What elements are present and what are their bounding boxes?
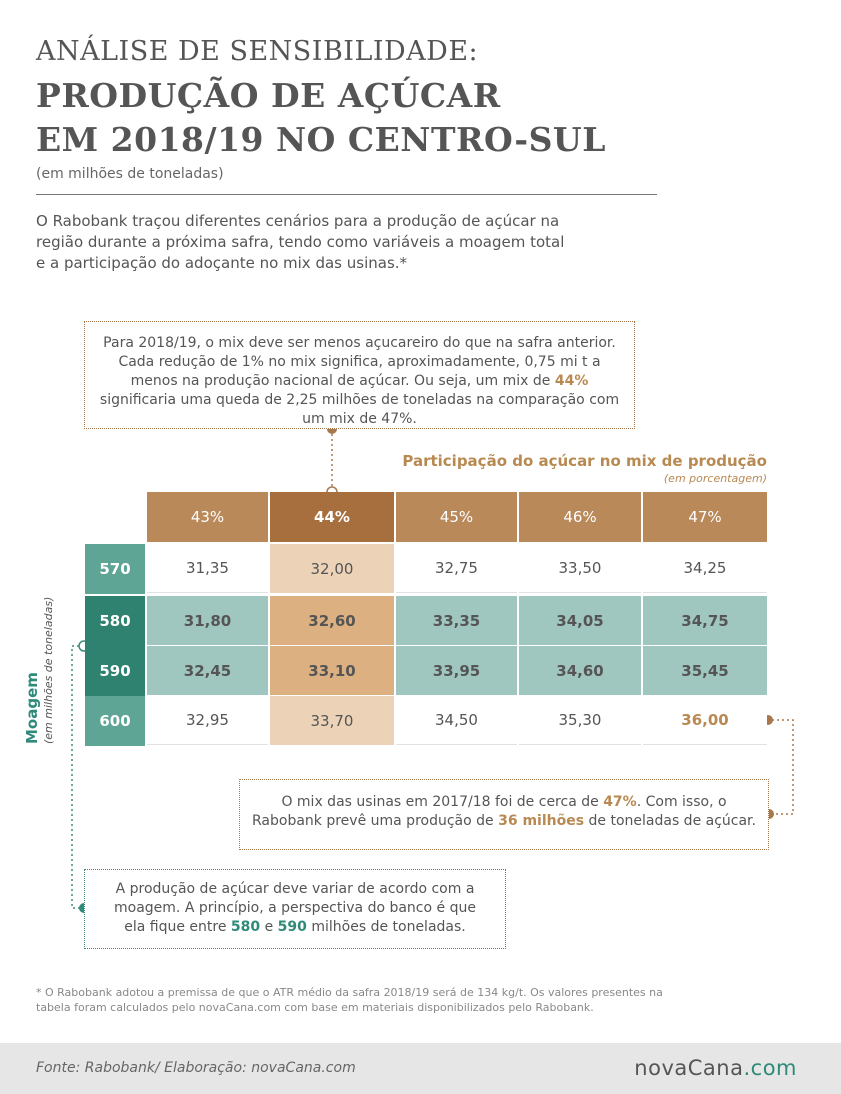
table-cell: 31,35 xyxy=(147,544,268,593)
moagem-callout-text-1: A produção de açúcar deve variar de acor… xyxy=(114,881,476,935)
mix-callout-text-2: significaria uma queda de 2,25 milhões d… xyxy=(99,392,620,427)
table-cell: 32,00 xyxy=(270,544,394,593)
moagem-callout-highlight-2: 590 xyxy=(277,919,307,935)
moagem-callout: A produção de açúcar deve variar de acor… xyxy=(84,869,506,949)
column-header-47pct: 47% xyxy=(643,492,767,542)
title-line-2: PRODUÇÃO DE AÇÚCAR xyxy=(36,76,501,115)
table-cell: 33,35 xyxy=(396,596,517,645)
row-header-580: 580 xyxy=(85,596,145,646)
row-axis-title: Moagem xyxy=(23,672,41,744)
table-cell: 34,25 xyxy=(643,544,767,593)
novacana-logo[interactable]: novaCana.com xyxy=(634,1056,797,1080)
mix-callout-text-1: Para 2018/19, o mix deve ser menos açuca… xyxy=(103,335,616,389)
title-line-3: EM 2018/19 NO CENTRO-SUL xyxy=(36,120,606,159)
table-cell: 31,80 xyxy=(147,596,268,645)
table-cell: 32,95 xyxy=(147,696,268,745)
column-axis-title: Participação do açúcar no mix de produçã… xyxy=(402,452,767,470)
table-cell: 33,70 xyxy=(270,696,394,745)
table-cell: 34,05 xyxy=(519,596,641,645)
table-cell: 34,60 xyxy=(519,646,641,695)
column-header-46pct: 46% xyxy=(519,492,641,542)
column-header-43pct: 43% xyxy=(147,492,268,542)
logo-main: novaCana xyxy=(634,1056,744,1080)
title-line-1: ANÁLISE DE SENSIBILIDADE: xyxy=(36,36,479,67)
table-cell: 36,00 xyxy=(643,696,767,745)
table-cell: 32,75 xyxy=(396,544,517,593)
table-cell: 33,95 xyxy=(396,646,517,695)
forecast-callout-text-1: O mix das usinas em 2017/18 foi de cerca… xyxy=(281,794,604,810)
row-header-570: 570 xyxy=(85,544,145,594)
column-header-45pct: 45% xyxy=(396,492,517,542)
mix-callout: Para 2018/19, o mix deve ser menos açuca… xyxy=(84,321,635,429)
row-header-600: 600 xyxy=(85,696,145,746)
table-cell: 35,30 xyxy=(519,696,641,745)
forecast-callout-highlight-2: 36 milhões xyxy=(498,813,585,829)
table-cell: 34,50 xyxy=(396,696,517,745)
table-cell: 33,50 xyxy=(519,544,641,593)
moagem-callout-text-2: e xyxy=(260,919,278,935)
table-cell: 35,45 xyxy=(643,646,767,695)
table-cell: 33,10 xyxy=(270,646,394,695)
source-text: Fonte: Rabobank/ Elaboração: novaCana.co… xyxy=(36,1060,356,1076)
row-axis-unit: (em milhões de toneladas) xyxy=(42,596,55,744)
column-header-44pct: 44% xyxy=(270,492,394,542)
moagem-callout-text-3: milhões de toneladas. xyxy=(306,919,466,935)
divider xyxy=(36,194,657,195)
forecast-callout: O mix das usinas em 2017/18 foi de cerca… xyxy=(239,779,769,850)
table-cell: 32,60 xyxy=(270,596,394,645)
forecast-callout-text-2: . Com isso, o Rabobank prevê uma produçã… xyxy=(252,794,727,829)
logo-suffix: .com xyxy=(743,1056,797,1080)
footnote: * O Rabobank adotou a premissa de que o … xyxy=(36,986,663,1014)
forecast-callout-text-3: de toneladas de açúcar. xyxy=(584,813,756,829)
table-cell: 32,45 xyxy=(147,646,268,695)
subtitle: (em milhões de toneladas) xyxy=(36,166,224,182)
forecast-callout-highlight-1: 47% xyxy=(603,794,637,810)
mix-callout-highlight: 44% xyxy=(554,373,589,389)
column-axis-unit: (em porcentagem) xyxy=(663,472,767,485)
intro-text: O Rabobank traçou diferentes cenários pa… xyxy=(36,212,565,272)
moagem-callout-highlight-1: 580 xyxy=(230,919,261,935)
footer: Fonte: Rabobank/ Elaboração: novaCana.co… xyxy=(0,1043,841,1094)
row-axis-label: Moagem (em milhões de toneladas) xyxy=(22,544,66,744)
row-header-590: 590 xyxy=(85,646,145,696)
table-cell: 34,75 xyxy=(643,596,767,645)
